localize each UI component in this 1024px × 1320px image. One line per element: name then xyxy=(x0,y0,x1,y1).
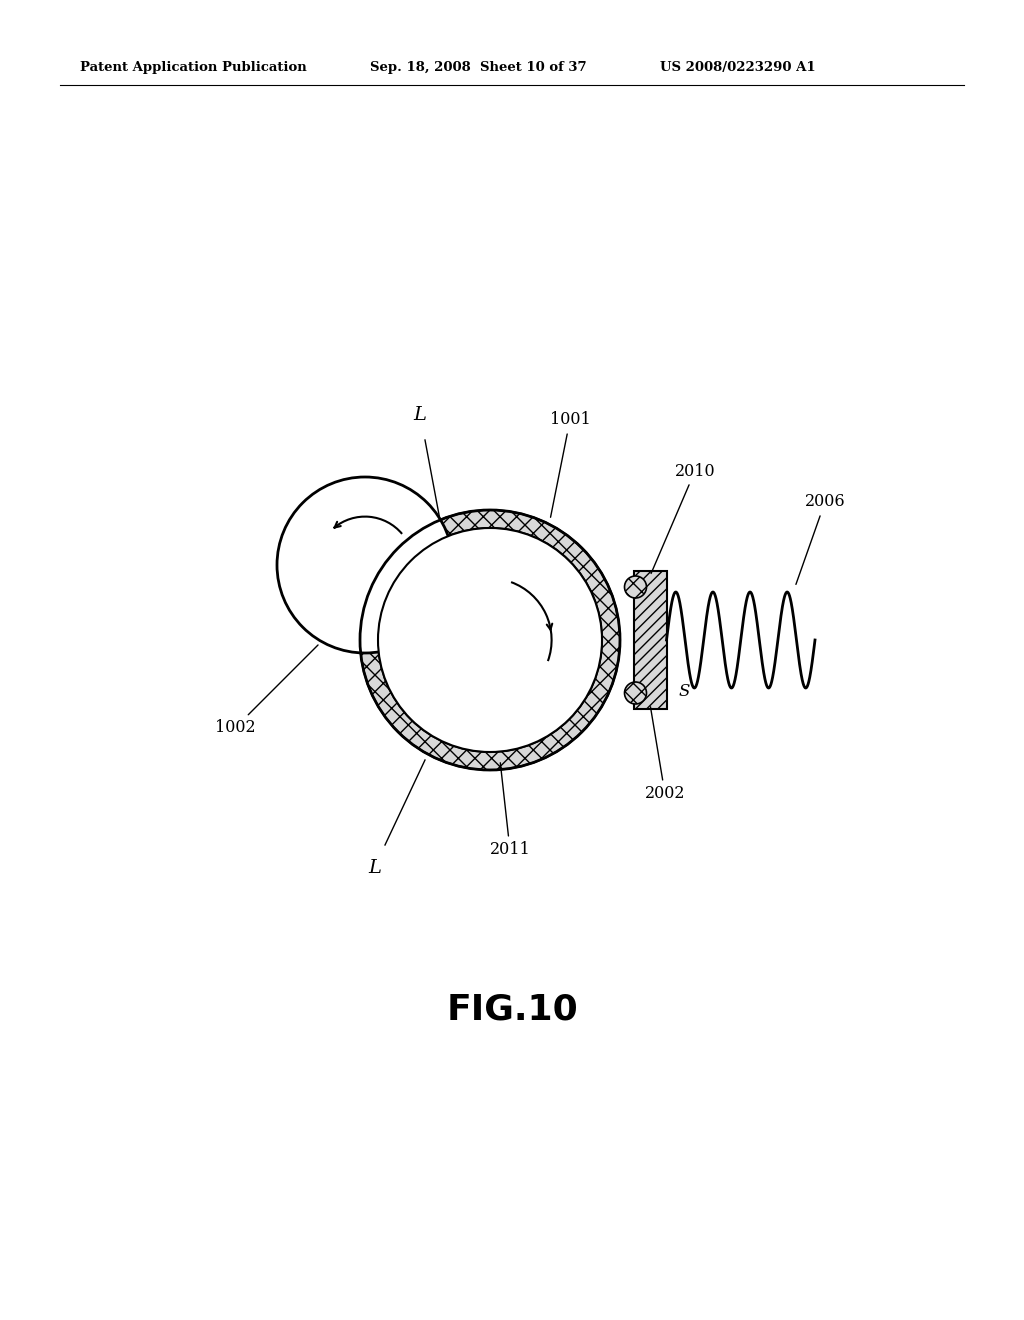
Text: FIG.10: FIG.10 xyxy=(446,993,578,1027)
Text: 2011: 2011 xyxy=(489,763,530,858)
Circle shape xyxy=(358,508,622,772)
Text: S: S xyxy=(679,682,690,700)
Circle shape xyxy=(278,477,453,653)
Text: US 2008/0223290 A1: US 2008/0223290 A1 xyxy=(660,62,816,74)
Text: Patent Application Publication: Patent Application Publication xyxy=(80,62,307,74)
Circle shape xyxy=(625,682,646,704)
Text: 2002: 2002 xyxy=(645,706,685,803)
Text: 2006: 2006 xyxy=(796,494,846,585)
Circle shape xyxy=(378,528,602,752)
Text: L: L xyxy=(414,407,427,424)
Text: 2010: 2010 xyxy=(651,462,716,573)
Bar xyxy=(634,572,667,709)
Text: 1001: 1001 xyxy=(550,412,591,517)
Text: 1002: 1002 xyxy=(215,645,318,737)
Text: Sep. 18, 2008  Sheet 10 of 37: Sep. 18, 2008 Sheet 10 of 37 xyxy=(370,62,587,74)
Text: L: L xyxy=(369,859,382,876)
Circle shape xyxy=(625,576,646,598)
